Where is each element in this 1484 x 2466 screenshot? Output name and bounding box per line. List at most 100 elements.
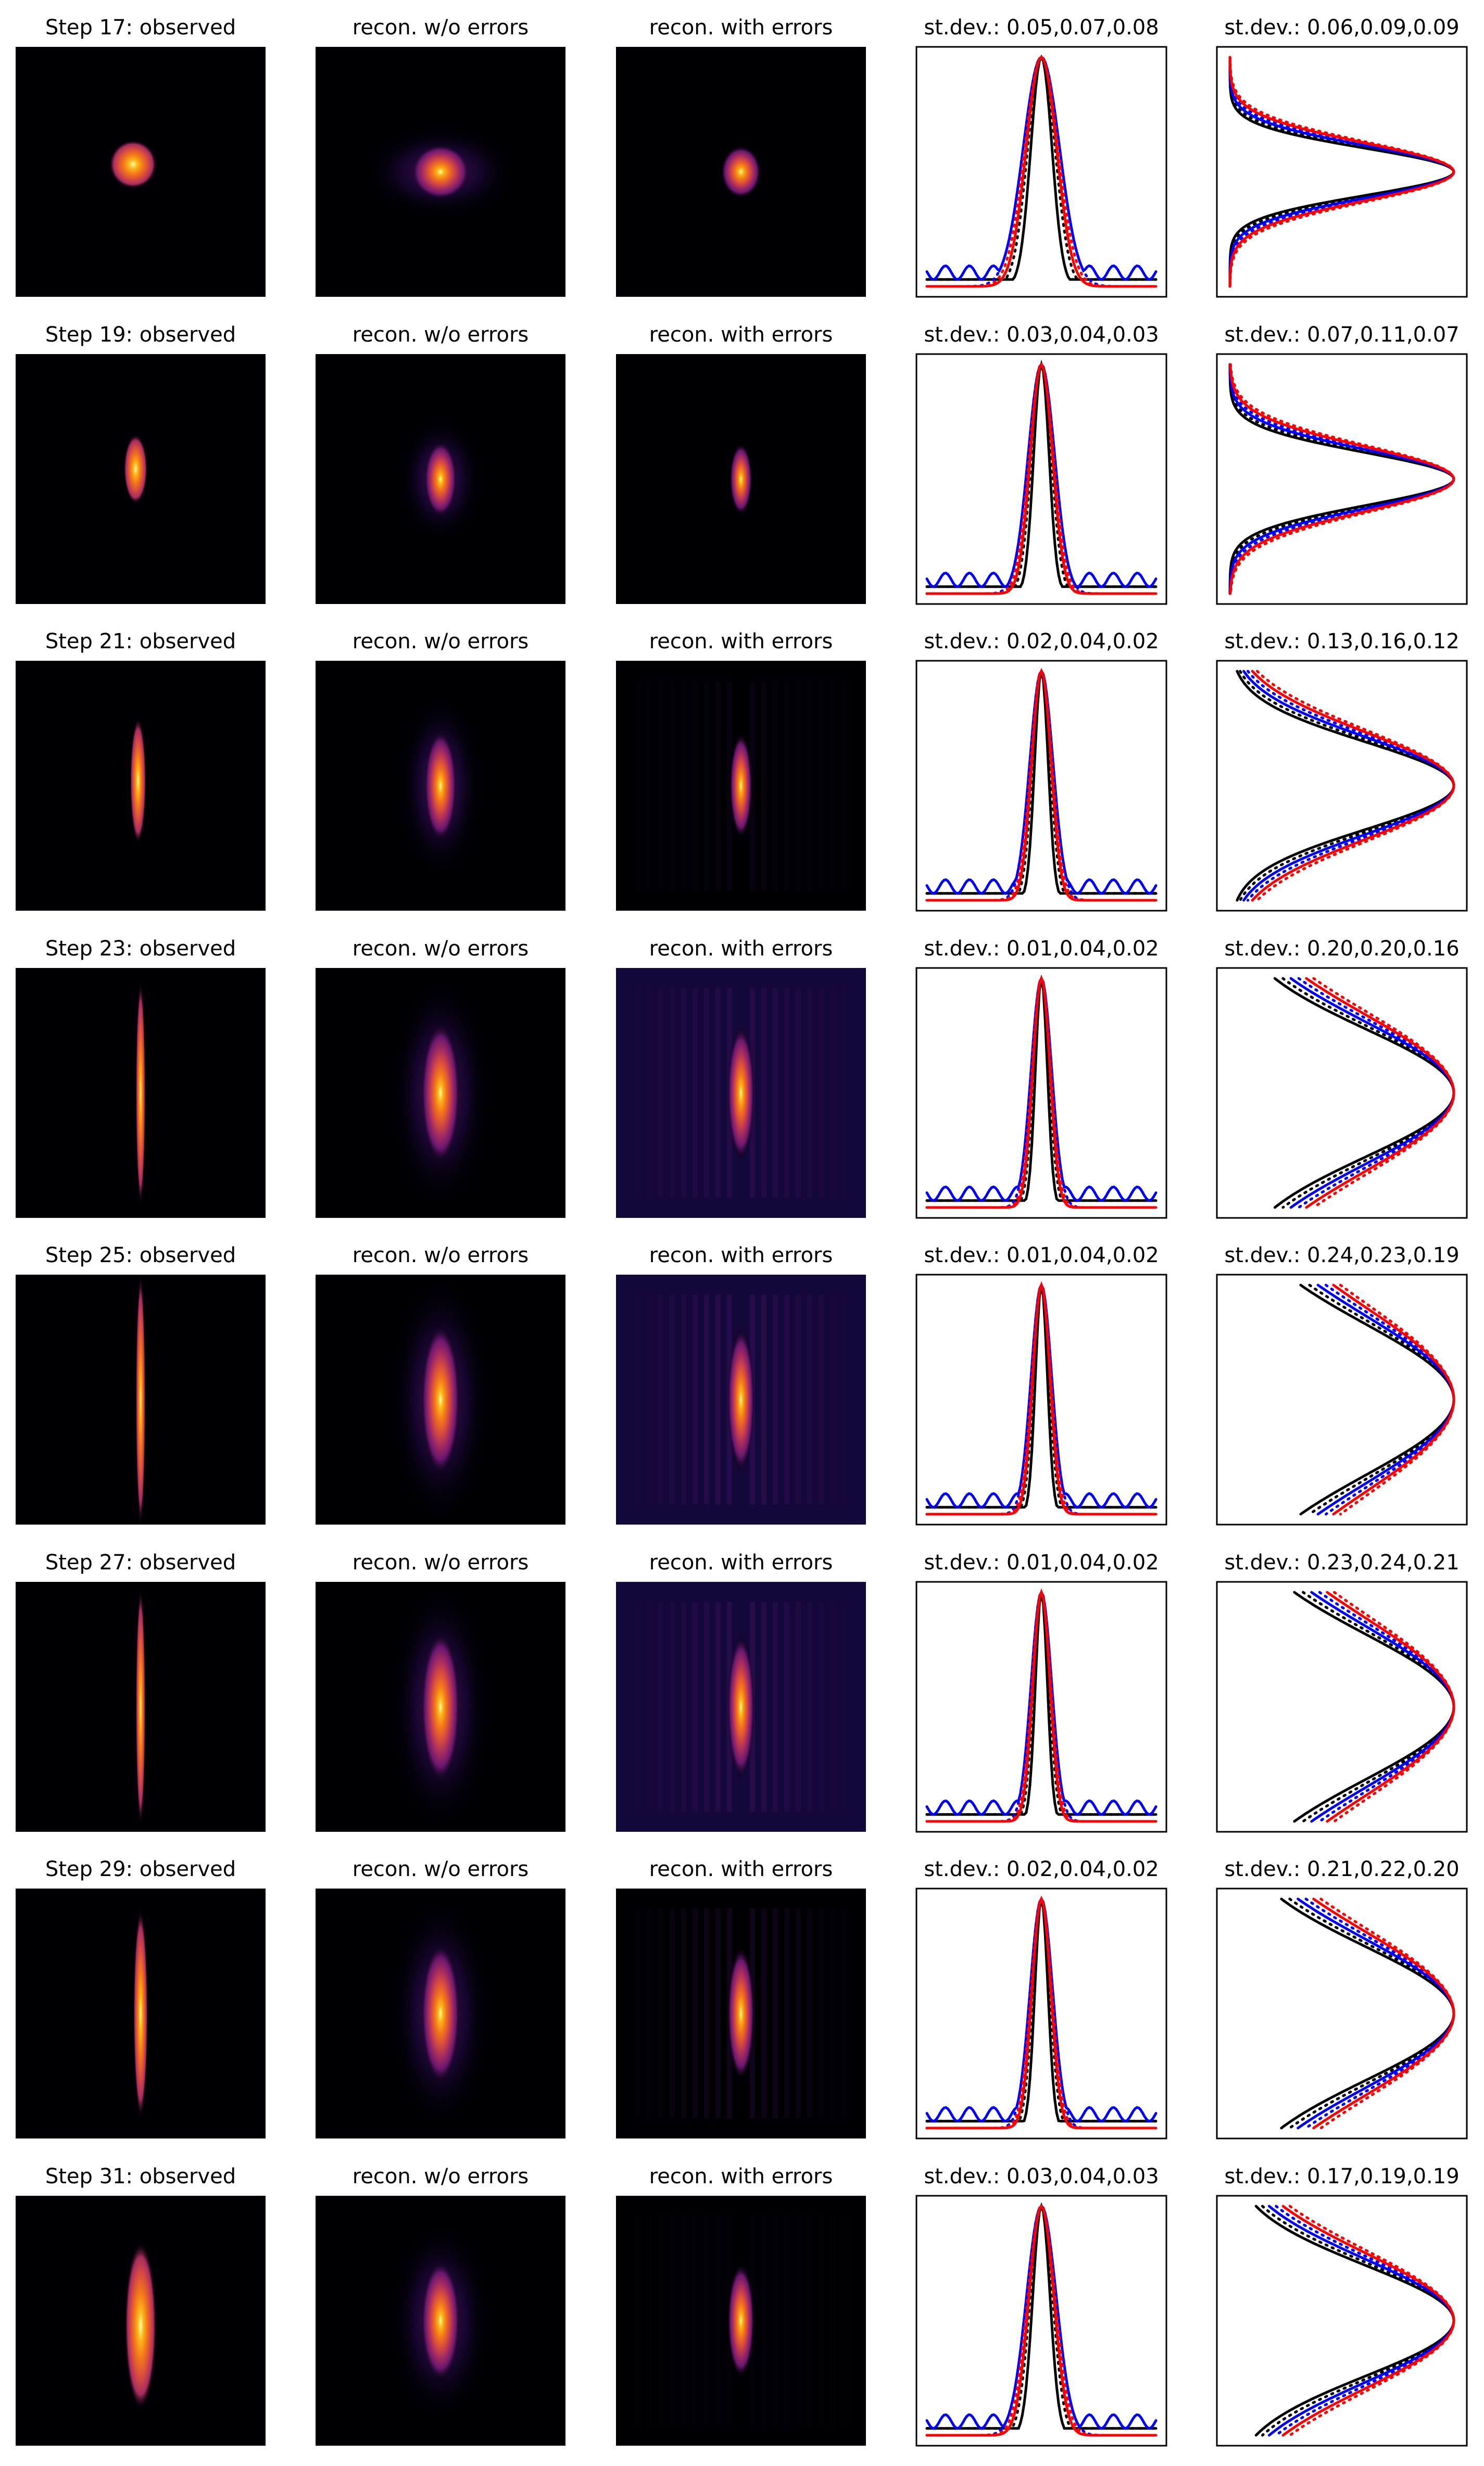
profile-y-line-black-dotted bbox=[1261, 2205, 1455, 2437]
error-stripe bbox=[773, 1908, 778, 2119]
error-stripe bbox=[819, 1602, 824, 1812]
axes-frame bbox=[915, 353, 1167, 605]
panel-title-observed: Step 21: observed bbox=[45, 630, 236, 653]
panel-profile-x bbox=[915, 1581, 1167, 1833]
panel-profile-y bbox=[1216, 2195, 1468, 2447]
axes-frame bbox=[915, 1274, 1167, 1526]
error-stripe bbox=[693, 1294, 698, 1505]
error-stripe bbox=[715, 2216, 721, 2426]
row-step-27: Step 27: observed recon. w/o errors recon.… bbox=[16, 1551, 1468, 1833]
error-stripe bbox=[761, 1908, 766, 2119]
panel-title-observed: Step 29: observed bbox=[45, 1857, 236, 1881]
panel-title-stdev-y: st.dev.: 0.17,0.19,0.19 bbox=[1224, 2165, 1459, 2188]
error-stripe bbox=[796, 681, 801, 891]
axes-frame bbox=[915, 2195, 1167, 2447]
error-stripe bbox=[773, 988, 778, 1198]
recon-blob bbox=[421, 1943, 460, 2084]
error-stripe bbox=[647, 988, 652, 1198]
panel-title-stdev-x: st.dev.: 0.01,0.04,0.02 bbox=[924, 1243, 1159, 1267]
error-stripe bbox=[830, 681, 835, 890]
error-stripe bbox=[796, 1602, 801, 1812]
error-stripe bbox=[635, 988, 640, 1198]
error-stripe bbox=[819, 681, 824, 891]
panel-profile-y bbox=[1216, 1581, 1468, 1833]
error-stripe bbox=[761, 1294, 766, 1505]
error-stripe bbox=[647, 681, 652, 890]
panel-title-recon-with-errors: recon. with errors bbox=[649, 630, 833, 653]
error-stripe bbox=[841, 681, 847, 890]
panel-observed bbox=[16, 47, 266, 297]
error-stripe bbox=[670, 988, 675, 1198]
observed-blob bbox=[133, 1908, 148, 2119]
row-step-25: Step 25: observed recon. w/o errors recon.… bbox=[16, 1243, 1468, 1526]
error-stripe bbox=[715, 1602, 721, 1812]
error-stripe bbox=[670, 1602, 675, 1812]
panel-title-stdev-y: st.dev.: 0.20,0.20,0.16 bbox=[1224, 937, 1459, 961]
error-stripe bbox=[658, 2216, 663, 2425]
error-stripe bbox=[830, 1294, 835, 1505]
error-stripe bbox=[727, 681, 732, 891]
error-stripe bbox=[670, 2216, 675, 2425]
panel-profile-x bbox=[915, 353, 1167, 605]
recon-blob bbox=[727, 2263, 754, 2378]
profile-y-line-red-dotted bbox=[1319, 1897, 1455, 2130]
error-stripe bbox=[841, 2216, 847, 2425]
profile-y-line-red-solid bbox=[1305, 977, 1455, 1209]
axes-frame bbox=[1216, 353, 1468, 605]
observed-blob bbox=[135, 1274, 146, 1526]
error-stripe bbox=[841, 1602, 847, 1812]
error-stripe bbox=[784, 1908, 789, 2119]
panel-title-recon-without-errors: recon. w/o errors bbox=[353, 16, 529, 40]
error-stripe bbox=[830, 2216, 835, 2425]
error-stripe bbox=[658, 1602, 663, 1812]
panel-title-stdev-y: st.dev.: 0.07,0.11,0.07 bbox=[1224, 323, 1459, 347]
panel-recon-without-errors bbox=[316, 1582, 565, 1832]
error-stripe bbox=[704, 1908, 709, 2119]
profile-x-line-red-dotted bbox=[925, 668, 1158, 902]
panel-profile-x bbox=[915, 660, 1167, 912]
panel-title-stdev-x: st.dev.: 0.03,0.04,0.03 bbox=[924, 2165, 1159, 2188]
panel-title-observed: Step 17: observed bbox=[45, 16, 236, 40]
profile-x-line-red-dotted bbox=[925, 55, 1158, 288]
error-stripe bbox=[704, 988, 709, 1198]
error-stripe bbox=[807, 1908, 812, 2119]
panel-profile-y bbox=[1216, 967, 1468, 1219]
panel-profile-x bbox=[915, 1274, 1167, 1526]
error-stripe bbox=[761, 988, 766, 1198]
error-stripe bbox=[796, 1294, 801, 1505]
recon-blob bbox=[424, 442, 457, 517]
profile-y-line-red-dotted bbox=[1256, 670, 1455, 902]
panel-recon-with-errors bbox=[616, 1889, 866, 2138]
error-stripe bbox=[635, 1908, 640, 2119]
panel-title-recon-with-errors: recon. with errors bbox=[649, 937, 833, 961]
row-step-19: Step 19: observed recon. w/o errors recon.… bbox=[16, 323, 1468, 605]
error-stripe bbox=[693, 2216, 698, 2425]
panel-recon-with-errors bbox=[616, 354, 866, 604]
panel-title-stdev-x: st.dev.: 0.02,0.04,0.02 bbox=[924, 1857, 1159, 1881]
error-stripe bbox=[715, 1294, 721, 1505]
axes-frame bbox=[1216, 1581, 1468, 1833]
error-stripe bbox=[841, 988, 847, 1198]
error-stripe bbox=[784, 1294, 789, 1505]
panel-recon-without-errors bbox=[316, 47, 565, 297]
error-stripe bbox=[693, 681, 698, 891]
error-stripe bbox=[681, 2216, 686, 2425]
error-stripe bbox=[830, 1602, 835, 1812]
panel-title-stdev-x: st.dev.: 0.05,0.07,0.08 bbox=[924, 16, 1159, 40]
recon-blob bbox=[727, 1635, 754, 1778]
axes-frame bbox=[915, 660, 1167, 912]
profile-y-line-red-dotted bbox=[1339, 1284, 1455, 1516]
panel-title-recon-with-errors: recon. with errors bbox=[649, 1551, 833, 1575]
error-stripe bbox=[647, 2216, 652, 2425]
error-stripe bbox=[635, 1294, 640, 1505]
panel-observed bbox=[16, 1274, 266, 1526]
panel-title-observed: Step 31: observed bbox=[45, 2165, 236, 2188]
panel-profile-y bbox=[1216, 46, 1468, 298]
error-stripe bbox=[704, 681, 709, 891]
panel-observed bbox=[16, 1889, 266, 2138]
panel-title-recon-without-errors: recon. w/o errors bbox=[353, 937, 529, 961]
profile-y-line-red-solid bbox=[1312, 1897, 1455, 2130]
panel-title-observed: Step 27: observed bbox=[45, 1551, 236, 1575]
error-stripe bbox=[693, 1908, 698, 2119]
row-step-31: Step 31: observed recon. w/o errors recon.… bbox=[16, 2165, 1468, 2447]
